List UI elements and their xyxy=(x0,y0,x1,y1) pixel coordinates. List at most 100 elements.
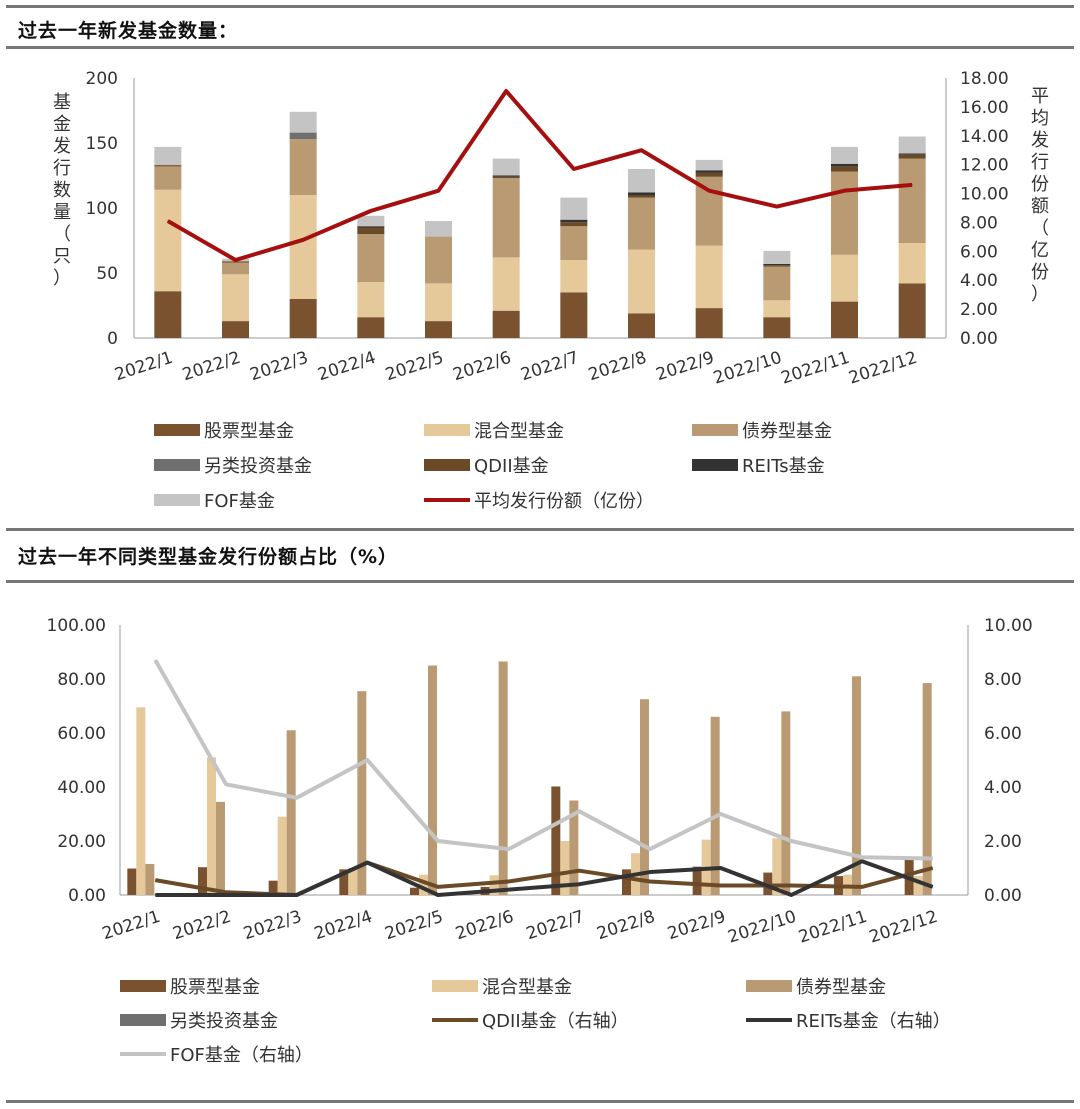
point-reits xyxy=(154,894,156,896)
bar-bond xyxy=(357,234,385,283)
bar-bond xyxy=(640,699,649,895)
x-tick-label: 2022/7 xyxy=(518,348,581,386)
x-tick-label: 2022/6 xyxy=(453,907,516,945)
point-qdii xyxy=(790,885,792,887)
bar-stock xyxy=(622,869,631,895)
y2-tick-label: 6.00 xyxy=(960,242,998,262)
point-fof xyxy=(508,848,510,850)
x-tick-label: 2022/9 xyxy=(654,348,717,386)
bar-mixed xyxy=(289,195,317,299)
y-axis-label-char: 基 xyxy=(53,92,71,113)
chart2-title: 过去一年不同类型基金发行份额占比（%） xyxy=(18,546,399,568)
bar-reits xyxy=(898,153,926,155)
legend-label: QDII基金（右轴） xyxy=(482,1011,629,1032)
point-fof xyxy=(720,813,722,815)
y2-axis-label-char: （ xyxy=(1031,218,1049,239)
bar-mixed xyxy=(560,260,588,293)
legend-label: 平均发行份额（亿份） xyxy=(474,491,654,512)
y2-tick-label: 0.00 xyxy=(984,886,1022,906)
y-axis-label-char: 量 xyxy=(53,202,71,223)
point-reits xyxy=(296,894,298,896)
point-reits xyxy=(225,894,227,896)
bar-bond xyxy=(560,226,588,260)
legend-label: REITs基金（右轴） xyxy=(796,1011,951,1032)
legend-swatch xyxy=(432,980,478,992)
point-qdii xyxy=(437,886,439,888)
bar-reits xyxy=(357,226,385,228)
bar-bond xyxy=(357,691,367,895)
bar-stock xyxy=(492,310,520,338)
point-reits xyxy=(508,889,510,891)
bar-stock xyxy=(339,869,349,895)
y2-axis-label-char: 额 xyxy=(1031,196,1049,217)
bar-mixed xyxy=(348,868,358,895)
y2-tick-label: 18.00 xyxy=(960,69,1009,89)
x-tick-label: 2022/7 xyxy=(524,907,587,945)
avg-issue-point xyxy=(370,210,372,212)
bar-bond xyxy=(763,266,791,301)
bar-mixed xyxy=(136,707,146,895)
avg-issue-point xyxy=(641,149,642,151)
y-axis-label-char: 数 xyxy=(53,180,71,201)
avg-issue-point xyxy=(167,220,169,222)
bar-bond xyxy=(289,139,317,195)
point-qdii xyxy=(720,885,722,887)
bar-stock xyxy=(560,292,588,338)
bar-bond xyxy=(154,166,182,190)
avg-issue-point xyxy=(438,190,439,192)
point-reits xyxy=(790,894,792,896)
avg-issue-point xyxy=(302,239,304,241)
legend-label: 混合型基金 xyxy=(474,421,564,442)
bar-reits xyxy=(695,170,723,173)
bar-fof xyxy=(357,215,385,227)
new-fund-count-chart: 0 50 100 150 200 0.00 2.00 4.00 6.00 8.00 10.00 12.… xyxy=(53,69,1049,512)
y2-axis-label-char: 均 xyxy=(1031,108,1049,129)
bar-mixed xyxy=(492,257,520,311)
point-fof xyxy=(154,659,156,661)
x-tick-label: 2022/12 xyxy=(846,348,919,389)
legend-swatch xyxy=(120,980,166,992)
bar-stock xyxy=(154,291,182,338)
bar-bond xyxy=(492,178,520,258)
x-tick-label: 2022/8 xyxy=(586,348,649,386)
bar-qdii xyxy=(695,172,723,177)
y2-tick-label: 6.00 xyxy=(984,724,1022,744)
legend-label: REITs基金 xyxy=(742,456,825,477)
y2-tick-label: 10.00 xyxy=(960,185,1009,205)
bar-alt xyxy=(289,132,317,140)
x-tick-label: 2022/5 xyxy=(382,907,445,945)
y2-axis-label-char: 行 xyxy=(1031,152,1049,173)
avg-issue-point xyxy=(573,168,575,170)
bar-fof xyxy=(898,136,926,154)
bottom-rule xyxy=(6,1100,1074,1103)
y2-tick-label: 16.00 xyxy=(960,98,1009,118)
avg-issue-point xyxy=(235,259,236,261)
title2-rule xyxy=(6,580,1074,583)
bar-bond xyxy=(628,197,655,250)
bar-stock xyxy=(127,868,137,895)
point-qdii xyxy=(578,870,580,872)
bar-bond xyxy=(898,158,926,244)
bar-mixed xyxy=(913,876,923,895)
y2-tick-label: 14.00 xyxy=(960,127,1009,147)
point-reits xyxy=(649,871,651,873)
bar-stock xyxy=(289,299,317,338)
bar-qdii xyxy=(763,265,791,267)
x-tick-label: 2022/8 xyxy=(594,907,657,945)
line-fof xyxy=(153,659,933,861)
title1-rule xyxy=(6,46,1074,49)
point-fof xyxy=(790,840,792,842)
avg-issue-line xyxy=(166,89,913,262)
legend-label: FOF基金（右轴） xyxy=(170,1045,313,1066)
bar-mixed xyxy=(357,282,385,318)
bar-fof xyxy=(425,221,452,237)
bar-qdii xyxy=(492,176,520,179)
bar-reits xyxy=(628,192,655,195)
point-qdii xyxy=(649,881,651,882)
point-fof xyxy=(932,858,934,860)
bar-bond xyxy=(710,716,720,895)
bar-mixed xyxy=(628,249,655,314)
avg-issue-point xyxy=(776,206,778,208)
y-tick-label: 0 xyxy=(107,329,118,349)
y2-tick-label: 4.00 xyxy=(984,778,1022,798)
